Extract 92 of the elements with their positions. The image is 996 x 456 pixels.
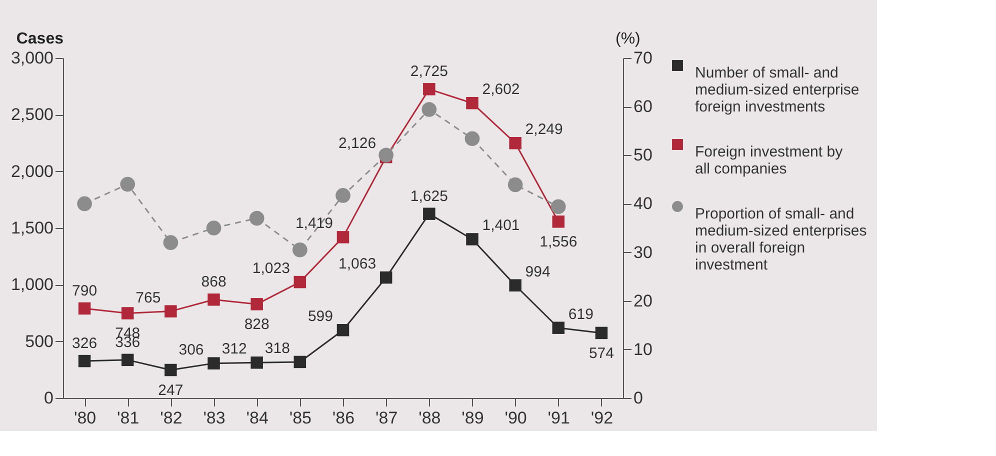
point [422, 102, 437, 117]
y2-axis-title: (%) [616, 30, 640, 48]
point [208, 357, 220, 370]
x-tick-label: '80 [74, 408, 96, 428]
data-label: 1,401 [482, 217, 520, 234]
x-tick-label: '91 [548, 408, 570, 428]
data-label: 1,023 [252, 260, 290, 278]
x-tick-label: '83 [203, 408, 226, 428]
data-label: 312 [222, 340, 247, 358]
x-tick-label: '81 [117, 408, 140, 428]
y-tick-label: 500 [25, 332, 54, 351]
y-tick-label: 1,500 [10, 218, 54, 238]
point [206, 220, 222, 236]
point [120, 176, 136, 192]
point [250, 356, 263, 369]
point [336, 231, 350, 244]
data-label: 574 [588, 344, 614, 362]
point [423, 83, 436, 96]
y2-tick-label: 40 [634, 194, 652, 214]
data-label: 868 [201, 274, 226, 291]
point [595, 326, 608, 340]
y2-tick-label: 20 [634, 291, 652, 310]
data-label: 765 [136, 289, 161, 306]
point [78, 302, 91, 315]
y2-tick-label: 70 [634, 48, 652, 68]
data-label: 2,249 [525, 121, 563, 138]
data-label: 828 [244, 316, 270, 334]
x-tick-label: '92 [590, 408, 614, 428]
point [249, 210, 264, 226]
point [552, 322, 565, 334]
point [336, 324, 350, 336]
data-label: 1,556 [540, 234, 578, 251]
data-label: 318 [264, 340, 290, 357]
data-label: 306 [178, 341, 204, 358]
point [292, 242, 308, 258]
y2-tick-label: 60 [634, 97, 652, 116]
y2-tick-label: 50 [634, 146, 652, 165]
data-label: 2,725 [410, 63, 448, 80]
data-label: 1,063 [338, 256, 376, 273]
point [509, 136, 522, 150]
point [423, 208, 436, 220]
data-label: 326 [72, 335, 98, 352]
point [250, 298, 263, 310]
legend-label: Proportion of small- and medium-sized enterprises in overall foreign investment [695, 206, 867, 274]
x-tick-label: '89 [462, 408, 484, 428]
point [380, 271, 392, 284]
point [121, 354, 134, 366]
x-tick-label: '82 [160, 408, 182, 428]
x-tick-label: '88 [418, 408, 441, 428]
y2-tick-label: 30 [634, 242, 652, 262]
data-label: 1,625 [410, 188, 448, 205]
data-label: 619 [568, 306, 594, 323]
data-label: 247 [158, 382, 184, 400]
y-tick-label: 1,000 [10, 275, 54, 294]
point [336, 188, 350, 203]
data-label: 2,602 [482, 81, 520, 98]
data-label: 994 [525, 263, 550, 280]
x-tick-label: '86 [332, 408, 355, 428]
point [294, 276, 306, 288]
legend-label: Foreign investment by all companies [695, 144, 844, 178]
point [378, 148, 394, 163]
y2-tick-label: 0 [634, 388, 643, 408]
point [163, 235, 178, 250]
point [508, 177, 523, 192]
legend-label: Number of small- and medium-sized enterprise foreign investments [695, 64, 860, 116]
x-tick-label: '90 [504, 408, 527, 428]
point [208, 294, 220, 306]
data-label: 790 [72, 282, 98, 300]
x-tick-label: '87 [376, 408, 398, 428]
point [294, 356, 306, 368]
point [509, 279, 522, 292]
y-axis-title: Cases [16, 30, 64, 48]
point [164, 364, 177, 376]
y-tick-label: 2,000 [10, 162, 54, 181]
x-tick-label: '84 [246, 408, 268, 428]
point [550, 199, 566, 214]
data-label: 1,419 [295, 215, 333, 232]
data-label: 599 [308, 308, 333, 326]
point [552, 216, 565, 228]
point [78, 354, 91, 368]
data-label: 2,126 [338, 135, 376, 152]
point [466, 233, 478, 246]
point [77, 196, 92, 212]
y-tick-label: 3,000 [10, 48, 54, 68]
point [121, 307, 134, 320]
y2-tick-label: 10 [634, 340, 652, 359]
y-tick-label: 2,500 [10, 105, 54, 124]
point [464, 131, 480, 146]
point [164, 305, 177, 318]
x-tick-label: '85 [289, 408, 312, 428]
point [466, 96, 478, 110]
y-tick-label: 0 [44, 388, 54, 408]
